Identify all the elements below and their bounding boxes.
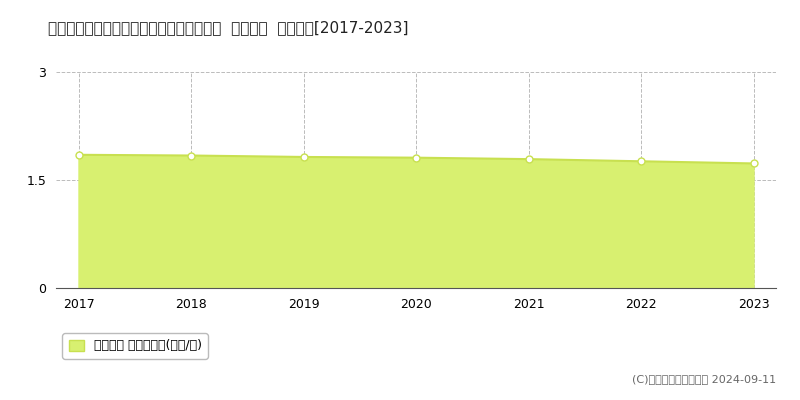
Text: 青森県東津軽郡外ヶ浜町字蟹田１１５番５  地価公示  地価推移[2017-2023]: 青森県東津軽郡外ヶ浜町字蟹田１１５番５ 地価公示 地価推移[2017-2023]: [48, 20, 409, 35]
Legend: 地価公示 平均坪単価(万円/坪): 地価公示 平均坪単価(万円/坪): [62, 333, 208, 359]
Text: (C)土地価格ドットコム 2024-09-11: (C)土地価格ドットコム 2024-09-11: [632, 374, 776, 384]
